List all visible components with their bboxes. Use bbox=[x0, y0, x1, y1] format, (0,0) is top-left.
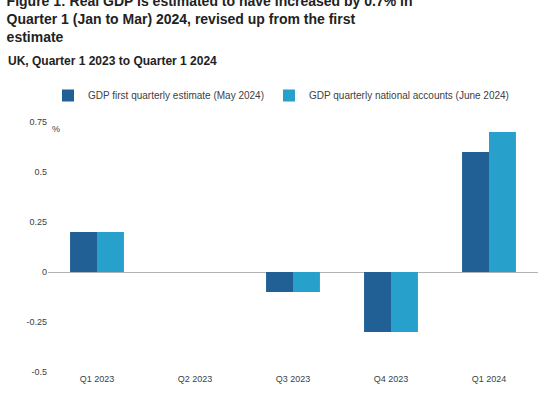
svg-text:-0.5: -0.5 bbox=[31, 367, 47, 377]
svg-text:Q4 2023: Q4 2023 bbox=[374, 374, 409, 384]
svg-text:GDP quarterly national account: GDP quarterly national accounts (June 20… bbox=[309, 90, 509, 101]
svg-text:Q3 2023: Q3 2023 bbox=[276, 374, 311, 384]
svg-text:0.5: 0.5 bbox=[34, 167, 47, 177]
svg-text:%: % bbox=[52, 124, 60, 134]
svg-text:Q1 2024: Q1 2024 bbox=[472, 374, 507, 384]
svg-text:UK, Quarter 1 2023 to Quarter: UK, Quarter 1 2023 to Quarter 1 2024 bbox=[8, 54, 217, 68]
svg-text:Q1 2023: Q1 2023 bbox=[80, 374, 115, 384]
svg-text:0.25: 0.25 bbox=[29, 217, 47, 227]
svg-text:Figure 1: Real GDP is estimate: Figure 1: Real GDP is estimated to have … bbox=[7, 0, 413, 45]
svg-text:0.75: 0.75 bbox=[29, 117, 47, 127]
svg-text:0: 0 bbox=[42, 267, 47, 277]
svg-text:GDP first quarterly estimate (: GDP first quarterly estimate (May 2024) bbox=[88, 90, 264, 101]
svg-text:Q2 2023: Q2 2023 bbox=[178, 374, 213, 384]
svg-text:-0.25: -0.25 bbox=[26, 317, 47, 327]
